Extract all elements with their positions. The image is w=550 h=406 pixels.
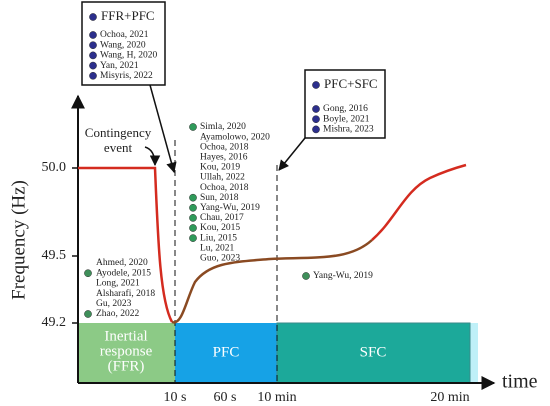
reference: Misyris, 2022 xyxy=(100,71,153,81)
reference: Yan, 2021 xyxy=(100,61,139,71)
reference: Yang-Wu, 2019 xyxy=(313,271,373,281)
marker-dot xyxy=(89,51,97,60)
reference: Kou, 2015 xyxy=(200,223,240,233)
reference: Sun, 2018 xyxy=(200,193,239,203)
frequency-curve xyxy=(171,239,373,324)
marker-dot xyxy=(84,269,92,278)
reference: Kou, 2019 xyxy=(200,163,240,173)
sfc-region xyxy=(277,323,470,383)
reference: Ochoa, 2018 xyxy=(200,142,249,152)
reference: Ochoa, 2018 xyxy=(200,183,249,193)
region-label: (FFR) xyxy=(108,358,145,374)
x-tick-label: 10 s xyxy=(164,390,187,405)
reference: Ullah, 2022 xyxy=(200,173,245,183)
reference: Lu, 2021 xyxy=(200,243,235,253)
x-tick-label: 10 min xyxy=(257,390,296,405)
reference: Ochoa, 2021 xyxy=(100,30,149,40)
reference: Chau, 2017 xyxy=(200,213,244,223)
marker-dot xyxy=(312,125,320,134)
reference: Simla, 2020 xyxy=(200,122,246,132)
arrow xyxy=(278,137,306,171)
marker-dot xyxy=(189,224,197,232)
marker-dot xyxy=(189,123,197,131)
y-axis-title: Frequency (Hz) xyxy=(8,180,29,300)
marker-dot xyxy=(189,234,197,242)
reference: Wang, H, 2020 xyxy=(100,51,158,61)
marker-dot xyxy=(89,13,97,21)
arrow xyxy=(149,84,177,174)
frequency-curve xyxy=(371,163,467,241)
reference: Ayamolowo, 2020 xyxy=(200,132,270,142)
reference: Zhao, 2022 xyxy=(96,309,140,319)
reference: Boyle, 2021 xyxy=(323,114,370,124)
reference: Guo, 2023 xyxy=(200,253,240,263)
marker-dot xyxy=(312,105,320,113)
arrow xyxy=(144,146,161,167)
reference: Gong, 2016 xyxy=(323,104,368,114)
y-tick-label: 49.5 xyxy=(42,248,67,263)
marker-dot xyxy=(189,193,197,202)
marker-dot xyxy=(312,81,320,89)
reference: Liu, 2015 xyxy=(200,233,237,243)
ffr-region xyxy=(78,323,175,383)
region-label: SFC xyxy=(360,344,387,360)
x-tick-label: 60 s xyxy=(214,390,237,405)
marker-dot xyxy=(89,31,97,39)
reference: Yang-Wu, 2019 xyxy=(200,203,260,213)
reference: Gu, 2023 xyxy=(96,299,132,309)
reference: Ahmed, 2020 xyxy=(96,258,148,268)
x-axis-title: time xyxy=(502,371,538,393)
marker-dot xyxy=(84,310,92,318)
pfc-region xyxy=(175,323,277,383)
y-tick-label: 49.2 xyxy=(42,315,67,330)
y-tick-label: 50.0 xyxy=(42,160,67,175)
marker-dot xyxy=(89,71,97,80)
marker-dot xyxy=(89,41,97,50)
box-title: FFR+PFC xyxy=(101,8,155,23)
marker-dot xyxy=(312,115,320,124)
region-label: response xyxy=(100,343,153,359)
reference: Mishra, 2023 xyxy=(323,125,374,135)
x-tick-label: 20 min xyxy=(430,390,469,405)
marker-dot xyxy=(89,61,97,70)
region-label: PFC xyxy=(213,344,240,360)
reference: Alsharafi, 2018 xyxy=(96,288,155,299)
reference: Ayodele, 2015 xyxy=(96,268,151,278)
marker-dot xyxy=(302,272,310,280)
box-title: PFC+SFC xyxy=(324,76,378,91)
annotation: event xyxy=(104,140,133,155)
region-label: Inertial xyxy=(104,328,147,344)
marker-dot xyxy=(189,203,197,212)
reference: Hayes, 2016 xyxy=(200,152,248,162)
reference: Wang, 2020 xyxy=(100,40,146,50)
reference: Long, 2021 xyxy=(96,279,140,289)
annotation: Contingency xyxy=(85,125,152,140)
frequency-curve xyxy=(78,166,174,323)
marker-dot xyxy=(189,214,197,222)
